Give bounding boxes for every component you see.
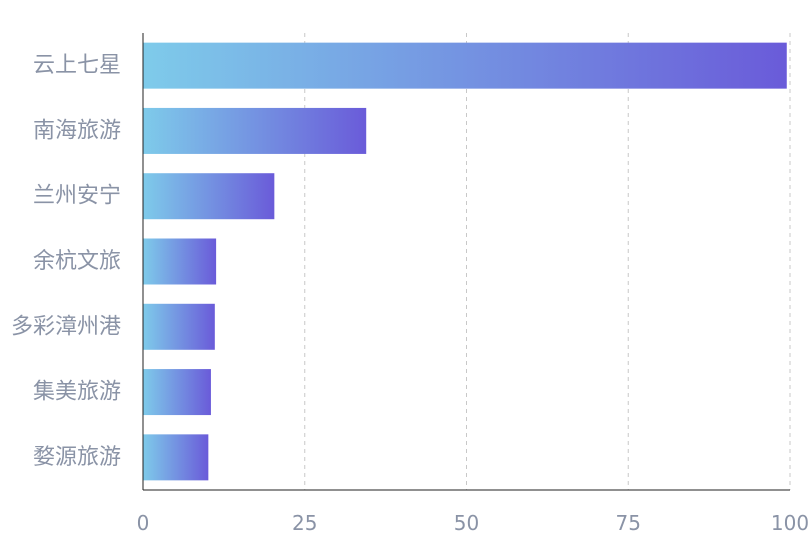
bar-4 — [143, 238, 217, 285]
grid-lines — [304, 33, 791, 490]
axes — [142, 33, 790, 491]
x-tick-label: 25 — [292, 511, 317, 535]
category-label: 南海旅游 — [33, 118, 121, 143]
bar-1 — [143, 42, 787, 89]
category-label: 集美旅游 — [33, 380, 121, 405]
bar-6 — [143, 369, 211, 416]
bar-3 — [143, 173, 275, 220]
x-tick-label: 0 — [137, 511, 150, 535]
category-label: 云上七星 — [33, 53, 121, 78]
bar-5 — [143, 303, 215, 350]
bars — [143, 42, 787, 481]
category-label: 余杭文旅 — [33, 249, 121, 274]
x-tick-label: 50 — [454, 511, 479, 535]
bar-2 — [143, 107, 367, 154]
x-tick-label: 75 — [616, 511, 641, 535]
category-label: 多彩漳州港 — [11, 314, 121, 339]
x-tick-label: 100 — [771, 511, 809, 535]
category-label: 婺源旅游 — [33, 445, 121, 470]
category-label: 兰州安宁 — [33, 184, 121, 209]
bar-7 — [143, 434, 209, 481]
x-tick-labels: 0 25 50 75 100 — [137, 511, 809, 535]
